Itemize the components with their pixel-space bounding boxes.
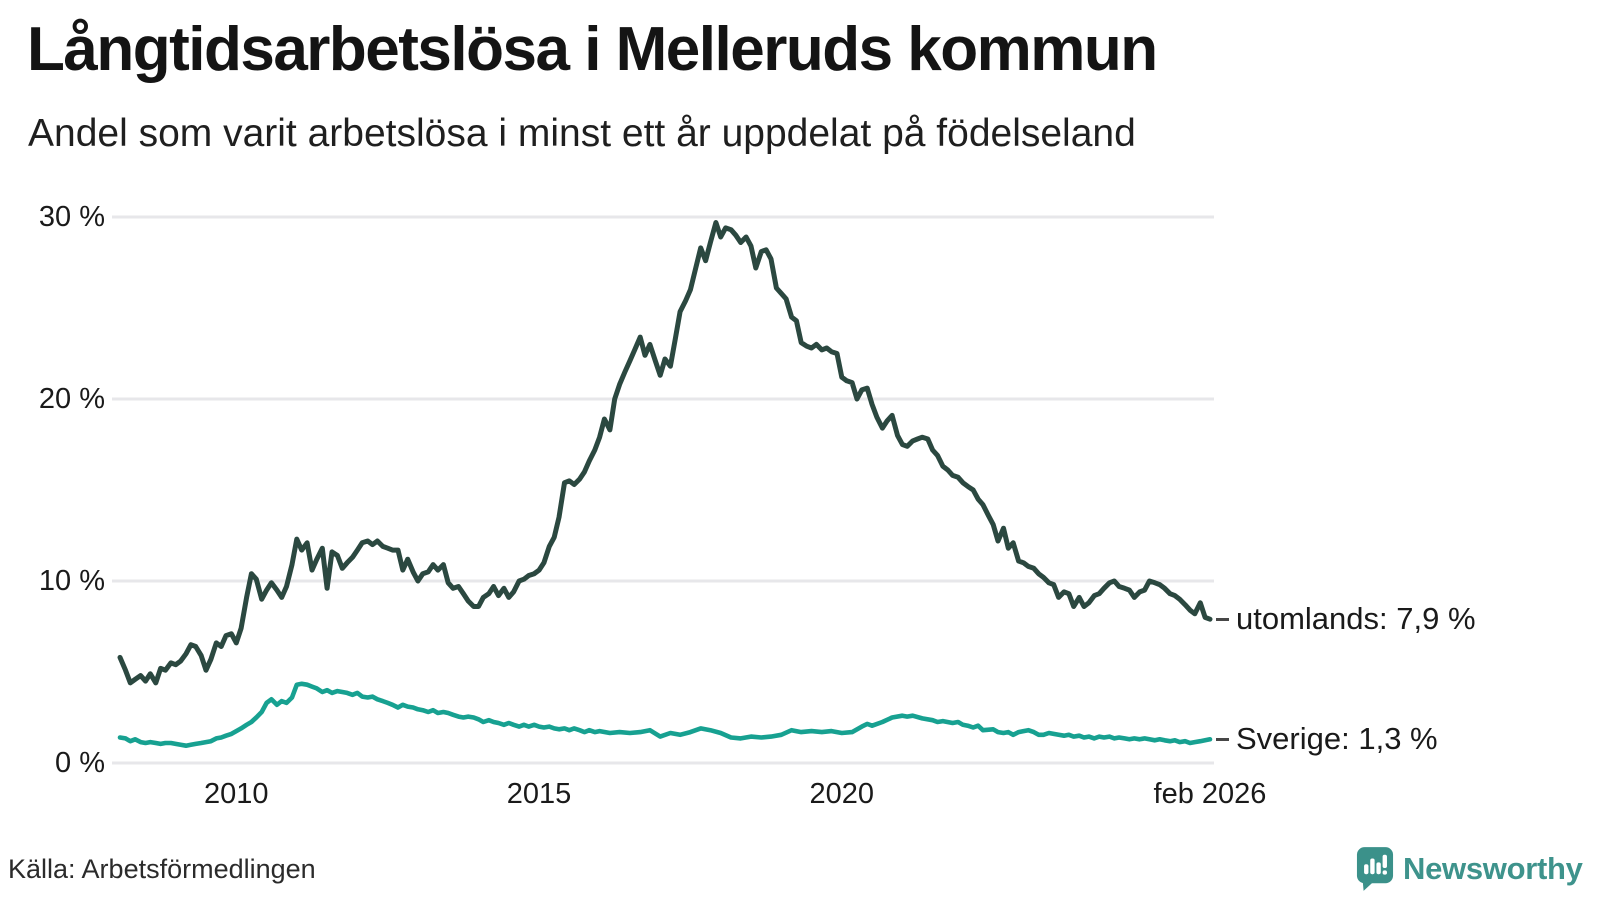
label-connector-dash: [1216, 737, 1229, 741]
x-axis-tick-label: 2020: [809, 778, 875, 810]
x-axis-tick-label: 2010: [204, 778, 269, 810]
y-axis-tick-label: 10 %: [38, 565, 105, 597]
series-end-label-utomlands: utomlands: 7,9 %: [1216, 599, 1476, 639]
page-title: Långtidsarbetslösa i Melleruds kommun: [27, 15, 1158, 84]
newsworthy-brand: Newsworthy: [1356, 846, 1583, 891]
y-axis-tick-label: 0 %: [55, 747, 105, 779]
series-line-sverige: [117, 681, 1213, 749]
x-axis-tick-label: 2015: [506, 778, 572, 810]
y-axis-tick-label: 30 %: [38, 201, 105, 233]
series-end-label-text: utomlands: 7,9 %: [1236, 601, 1476, 637]
newsworthy-wordmark: Newsworthy: [1403, 850, 1583, 886]
newsworthy-logo-icon: [1356, 847, 1394, 891]
page-subtitle: Andel som varit arbetslösa i minst ett å…: [28, 112, 1136, 155]
source-note: Källa: Arbetsförmedlingen: [8, 854, 316, 884]
series-end-label-sverige: Sverige: 1,3 %: [1216, 719, 1438, 759]
series-end-label-text: Sverige: 1,3 %: [1236, 721, 1438, 757]
label-connector-dash: [1216, 617, 1229, 621]
y-axis-tick-label: 20 %: [38, 383, 105, 415]
x-axis-tick-label: feb 2026: [1153, 778, 1267, 810]
series-line-utomlands: [117, 220, 1213, 686]
